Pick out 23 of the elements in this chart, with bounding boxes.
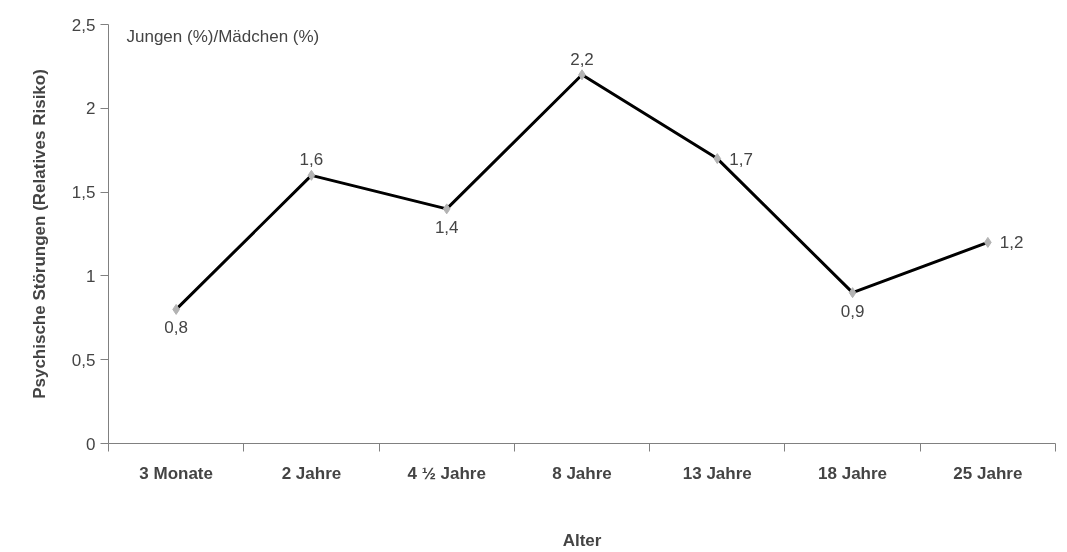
data-label: 0,9	[840, 301, 865, 321]
y-tick-label: 1,5	[71, 183, 96, 203]
x-tick-label: 4 ½ Jahre	[407, 463, 486, 483]
x-tick-label: 13 Jahre	[682, 463, 752, 483]
y-tick-label: 2,5	[71, 15, 96, 35]
x-tick-label: 25 Jahre	[953, 463, 1023, 483]
data-label: 2,2	[570, 49, 594, 69]
y-axis-title: Psychische Störungen (Relatives Risiko)	[29, 69, 49, 399]
annotation: Jungen (%)/Mädchen (%)	[126, 26, 320, 46]
x-axis-title: Alter	[562, 530, 602, 550]
x-tick-label: 2 Jahre	[281, 463, 342, 483]
x-tick-label: 3 Monate	[139, 463, 213, 483]
x-tick-label: 18 Jahre	[818, 463, 888, 483]
y-tick-label: 0	[86, 434, 96, 454]
y-tick-label: 2	[86, 99, 96, 119]
data-label: 1,4	[434, 217, 459, 237]
y-tick-label: 1	[86, 266, 96, 286]
x-tick-label: 8 Jahre	[552, 463, 612, 483]
y-tick-label: 0,5	[71, 350, 96, 370]
data-label: 1,6	[299, 150, 324, 170]
data-label: 1,7	[729, 149, 753, 169]
data-label: 1,2	[999, 233, 1024, 253]
data-label: 0,8	[164, 318, 188, 338]
